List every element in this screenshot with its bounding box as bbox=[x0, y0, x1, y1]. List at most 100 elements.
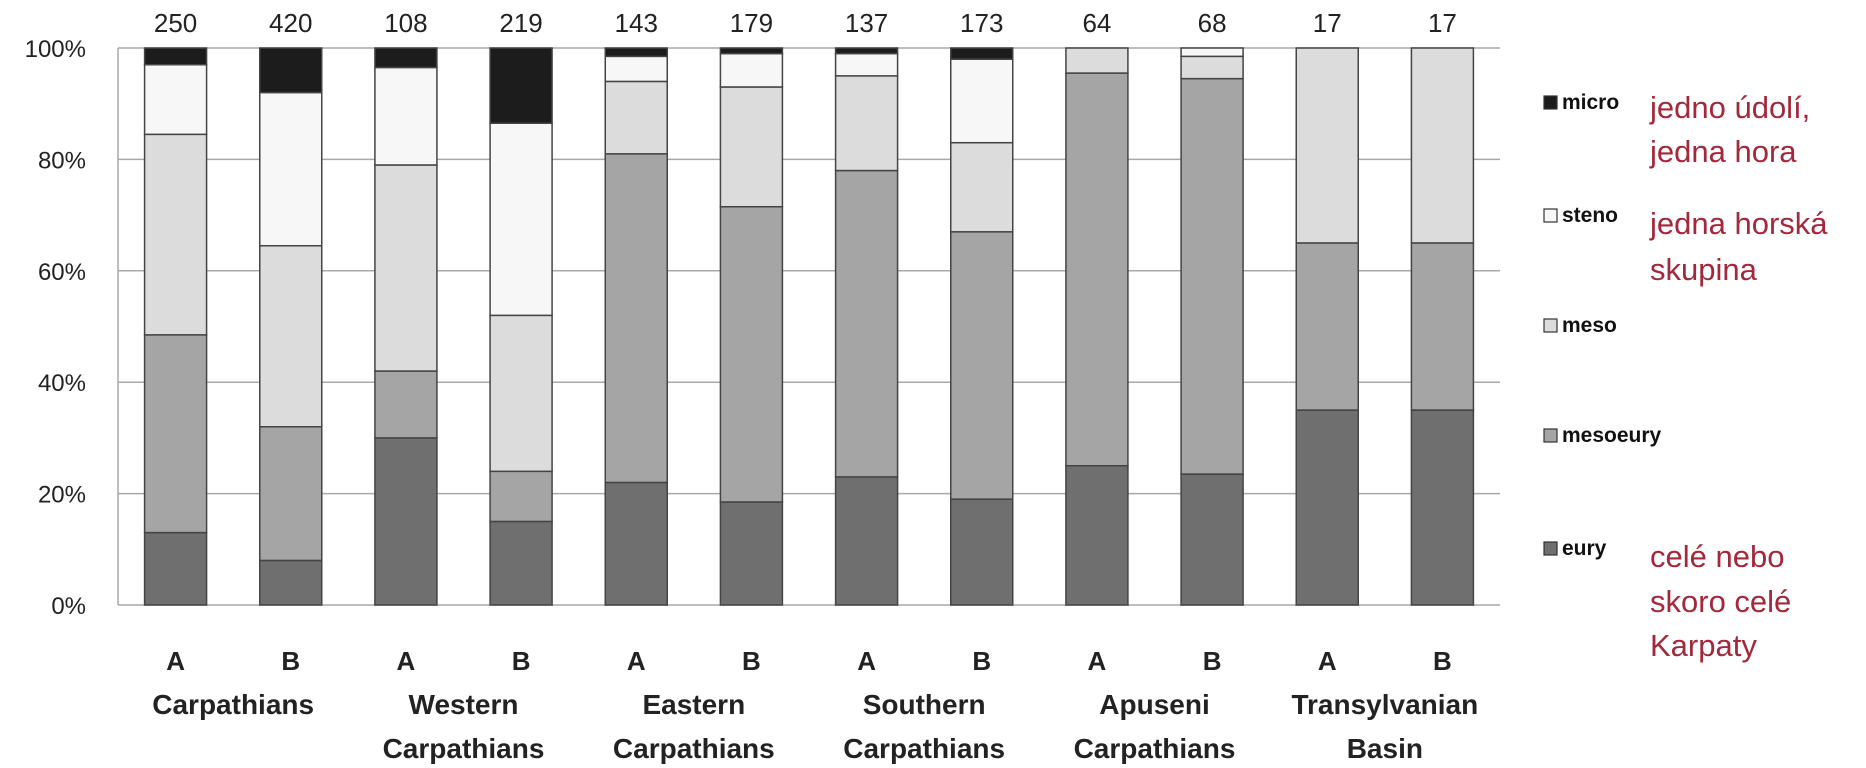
legend-swatch-mesoeury bbox=[1543, 428, 1558, 443]
y-tick-labels: 0% 20% 40% 60% 80% 100% bbox=[25, 36, 86, 620]
bar-segment-meso bbox=[1295, 47, 1359, 244]
bar-segment-mesoeury bbox=[489, 470, 553, 523]
bar-segment-mesoeury bbox=[834, 169, 899, 478]
annotation-eury-line-2: skoro celé bbox=[1650, 584, 1791, 619]
bars bbox=[143, 47, 1475, 606]
x-tick-label: A bbox=[857, 646, 876, 676]
bar-segment-meso bbox=[1065, 47, 1129, 74]
group-label: Apuseni bbox=[1099, 689, 1209, 720]
bar-segment-steno bbox=[1180, 47, 1244, 58]
sample-count-label: 108 bbox=[384, 8, 427, 38]
y-tick-label: 100% bbox=[25, 36, 86, 63]
annotation-micro-line-1: jedno údolí, bbox=[1649, 90, 1810, 125]
legend-label-meso: meso bbox=[1562, 314, 1617, 337]
bar-segment-eury bbox=[143, 531, 208, 606]
y-tick-label: 60% bbox=[38, 259, 86, 286]
group-label: Southern bbox=[863, 689, 986, 720]
gridlines bbox=[118, 47, 1500, 606]
bar-segment-steno bbox=[604, 55, 668, 83]
annotation-steno-line-2: skupina bbox=[1650, 252, 1758, 287]
bar-segment-eury bbox=[374, 437, 438, 606]
group-label: Basin bbox=[1347, 733, 1423, 764]
bar-segment-mesoeury bbox=[719, 205, 784, 503]
bar-segment-meso bbox=[259, 244, 323, 428]
bar-segment-eury bbox=[604, 481, 668, 606]
bar-segment-meso bbox=[489, 314, 553, 473]
bar-segment-mesoeury bbox=[143, 334, 208, 534]
bar-segment-mesoeury bbox=[1180, 77, 1244, 475]
bar-segment-eury bbox=[1295, 409, 1359, 606]
bar-segment-eury bbox=[719, 501, 784, 606]
bar-segment-micro bbox=[143, 47, 208, 66]
legend-swatch-meso bbox=[1543, 318, 1558, 333]
y-tick-label: 80% bbox=[38, 147, 86, 174]
bar-segment-eury bbox=[489, 520, 553, 606]
bar-segment-mesoeury bbox=[259, 426, 323, 562]
legend-label-eury: eury bbox=[1562, 537, 1607, 560]
group-label: Carpathians bbox=[1074, 733, 1236, 764]
bar-segment-mesoeury bbox=[374, 370, 438, 439]
bar-segment-steno bbox=[374, 66, 438, 166]
legend-swatch-micro bbox=[1543, 95, 1558, 110]
x-tick-label: B bbox=[1433, 646, 1452, 676]
group-label: Carpathians bbox=[383, 733, 545, 764]
bar-segment-steno bbox=[143, 63, 208, 136]
annotation-steno-line-1: jedna horská bbox=[1649, 206, 1828, 241]
sample-count-label: 17 bbox=[1313, 8, 1342, 38]
bar-segment-steno bbox=[719, 52, 784, 88]
group-label: Carpathians bbox=[613, 733, 775, 764]
bar-segment-micro bbox=[489, 47, 553, 124]
annotation-eury: celé nebo skoro celé Karpaty bbox=[1650, 539, 1791, 663]
sample-count-label: 68 bbox=[1198, 8, 1227, 38]
bar-segment-steno bbox=[834, 52, 899, 77]
sample-counts: 250 420 108 219 143 179 137 173 64 68 17 17 bbox=[154, 8, 1457, 38]
sample-count-label: 17 bbox=[1428, 8, 1457, 38]
legend-swatch-eury bbox=[1543, 541, 1558, 556]
bar-segment-mesoeury bbox=[950, 231, 1014, 500]
bar-segment-eury bbox=[1410, 409, 1475, 606]
x-tick-label: B bbox=[281, 646, 300, 676]
bar-segment-steno bbox=[950, 58, 1014, 144]
bar-segment-micro bbox=[834, 47, 899, 55]
x-tick-label: A bbox=[166, 646, 185, 676]
annotation-steno: jedna horská skupina bbox=[1649, 206, 1828, 287]
bar-segment-micro bbox=[604, 47, 668, 58]
legend-label-mesoeury: mesoeury bbox=[1562, 424, 1662, 447]
sample-count-label: 64 bbox=[1082, 8, 1111, 38]
bar-segment-eury bbox=[834, 476, 899, 606]
bar-segment-eury bbox=[1065, 465, 1129, 606]
y-tick-label: 0% bbox=[51, 593, 86, 620]
bar-segment-eury bbox=[950, 498, 1014, 606]
x-tick-label: A bbox=[397, 646, 416, 676]
sample-count-label: 420 bbox=[269, 8, 312, 38]
group-label: Carpathians bbox=[843, 733, 1005, 764]
annotation-eury-line-1: celé nebo bbox=[1650, 539, 1784, 574]
bar-segment-eury bbox=[259, 559, 323, 606]
bar-segment-mesoeury bbox=[1065, 72, 1129, 467]
x-tick-label: A bbox=[1318, 646, 1337, 676]
bar-segment-meso bbox=[1180, 55, 1244, 80]
bar-segment-micro bbox=[259, 47, 323, 94]
bar-segment-micro bbox=[719, 47, 784, 55]
group-label: Eastern bbox=[642, 689, 745, 720]
sample-count-label: 250 bbox=[154, 8, 197, 38]
legend-label-steno: steno bbox=[1562, 204, 1618, 227]
sample-count-label: 143 bbox=[615, 8, 658, 38]
bar-segment-meso bbox=[143, 133, 208, 336]
bar-segment-meso bbox=[834, 75, 899, 172]
group-label: Transylvanian bbox=[1291, 689, 1478, 720]
bar-segment-meso bbox=[374, 164, 438, 372]
annotation-micro: jedno údolí, jedna hora bbox=[1649, 90, 1810, 169]
x-tick-label: A bbox=[627, 646, 646, 676]
x-tick-label: B bbox=[1203, 646, 1222, 676]
x-tick-label: A bbox=[1088, 646, 1107, 676]
bar-segment-steno bbox=[489, 122, 553, 317]
bar-segment-steno bbox=[259, 91, 323, 247]
bar-segment-eury bbox=[1180, 473, 1244, 606]
x-tick-label: B bbox=[512, 646, 531, 676]
bar-segment-micro bbox=[950, 47, 1014, 60]
x-tick-label: B bbox=[972, 646, 991, 676]
annotation-eury-line-3: Karpaty bbox=[1650, 628, 1757, 663]
sample-count-label: 137 bbox=[845, 8, 888, 38]
